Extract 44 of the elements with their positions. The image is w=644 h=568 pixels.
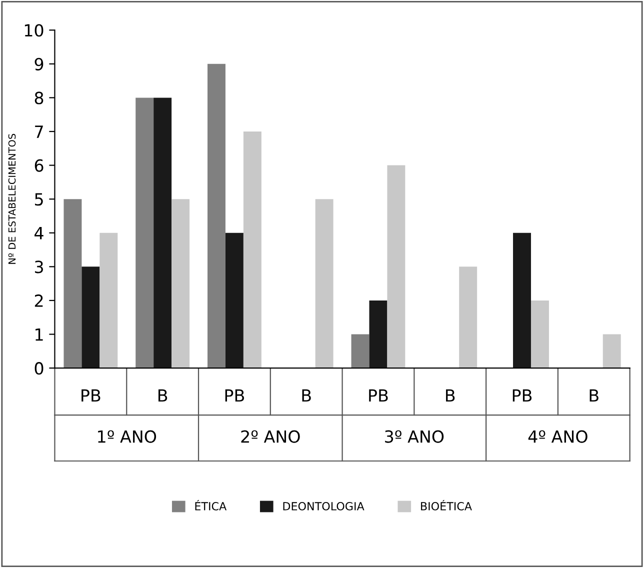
y-tick-label: 4 xyxy=(34,227,44,240)
bar xyxy=(530,300,549,368)
x-tick-label: B xyxy=(446,389,455,402)
legend-label: BIOÉTICA xyxy=(421,500,472,510)
bar xyxy=(243,131,262,368)
bar xyxy=(387,165,406,368)
bar xyxy=(64,199,82,368)
bar xyxy=(459,266,478,368)
y-tick-label: 7 xyxy=(35,126,43,138)
x-tick-label: PB xyxy=(82,389,100,402)
bar xyxy=(351,334,370,368)
x-tick-label: PB xyxy=(369,389,388,402)
y-tick-label: 1 xyxy=(36,328,43,341)
bar xyxy=(82,266,100,368)
legend-label: ÉTICA xyxy=(195,500,227,510)
x-tick-label: B xyxy=(590,389,598,402)
y-tick-label: 5 xyxy=(35,193,43,206)
bar xyxy=(154,98,172,368)
bar xyxy=(172,199,190,368)
bar xyxy=(100,232,118,368)
bar xyxy=(602,334,621,368)
y-tick-label: 10 xyxy=(24,24,44,37)
y-tick-label: 8 xyxy=(34,92,44,104)
x-tick-label: B xyxy=(302,389,311,402)
legend-label: DEONTOLOGIA xyxy=(283,502,364,510)
y-tick-label: 6 xyxy=(34,159,44,172)
bar xyxy=(136,98,154,368)
y-axis-title: Nº DE ESTABELECIMENTOS xyxy=(8,134,16,264)
x-tick-label: PB xyxy=(512,389,532,402)
x-tick-label: PB xyxy=(225,389,244,402)
bar xyxy=(513,232,531,368)
text: 3º ANO xyxy=(385,430,444,443)
text: 4º ANO xyxy=(528,430,588,443)
y-tick-label: 9 xyxy=(34,58,44,70)
text: 2º ANO xyxy=(241,430,300,443)
text: 1º ANO xyxy=(98,430,156,443)
y-tick-label: 0 xyxy=(34,362,44,375)
bar xyxy=(315,199,334,368)
x-tick-label: B xyxy=(158,389,168,402)
bar xyxy=(225,232,244,368)
y-tick-label: 2 xyxy=(34,294,43,307)
bar xyxy=(208,64,226,368)
bar xyxy=(369,300,388,368)
y-tick-label: 3 xyxy=(34,260,43,274)
